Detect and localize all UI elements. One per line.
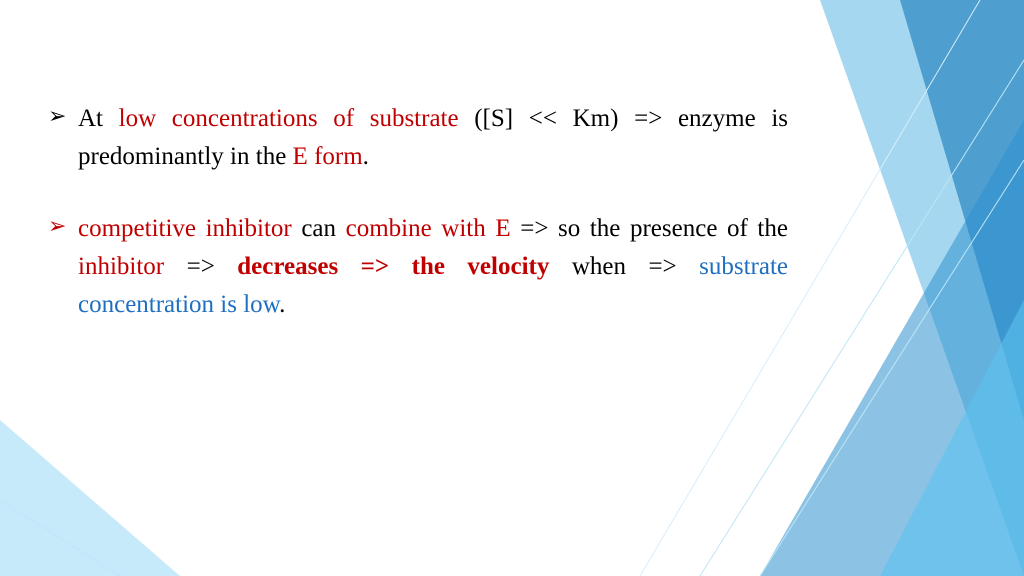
- text-run: decreases => the velocity: [237, 253, 572, 280]
- bullet-item: ➢competitive inhibitor can combine with …: [48, 210, 788, 324]
- text-run: At: [78, 105, 119, 132]
- bullet-text: competitive inhibitor can combine with E…: [78, 210, 788, 324]
- text-run: competitive inhibitor: [78, 215, 301, 242]
- text-run: can: [301, 215, 345, 242]
- text-run: combine with E: [346, 215, 521, 242]
- text-run: =>: [187, 253, 238, 280]
- text-run: when =>: [572, 253, 699, 280]
- text-run: => so the presence of the: [520, 215, 788, 242]
- bullet-marker-icon: ➢: [48, 210, 78, 242]
- text-run: low concentrations of substrate: [119, 105, 475, 132]
- text-run: .: [279, 291, 285, 318]
- bullet-text: At low concentrations of substrate ([S] …: [78, 100, 788, 176]
- text-run: .: [363, 143, 369, 170]
- bullet-marker-icon: ➢: [48, 100, 78, 132]
- text-run: E form: [293, 143, 363, 170]
- slide: ➢At low concentrations of substrate ([S]…: [0, 0, 1024, 576]
- bullet-item: ➢At low concentrations of substrate ([S]…: [48, 100, 788, 176]
- text-run: inhibitor: [78, 253, 187, 280]
- slide-content: ➢At low concentrations of substrate ([S]…: [48, 100, 788, 358]
